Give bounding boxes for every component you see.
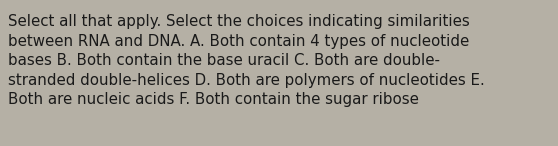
Text: Select all that apply. Select the choices indicating similarities
between RNA an: Select all that apply. Select the choice… <box>8 14 485 107</box>
